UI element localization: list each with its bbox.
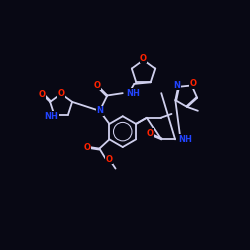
Text: O: O xyxy=(140,54,147,63)
Text: NH: NH xyxy=(178,135,192,144)
Text: O: O xyxy=(84,142,90,152)
Text: O: O xyxy=(58,89,65,98)
Text: NH: NH xyxy=(44,112,58,121)
Text: O: O xyxy=(94,81,101,90)
Text: NH: NH xyxy=(126,89,140,98)
Text: O: O xyxy=(146,129,153,138)
Text: N: N xyxy=(173,81,180,90)
Text: O: O xyxy=(106,155,113,164)
Text: N: N xyxy=(96,106,103,115)
Text: O: O xyxy=(39,90,46,99)
Text: O: O xyxy=(190,80,197,88)
